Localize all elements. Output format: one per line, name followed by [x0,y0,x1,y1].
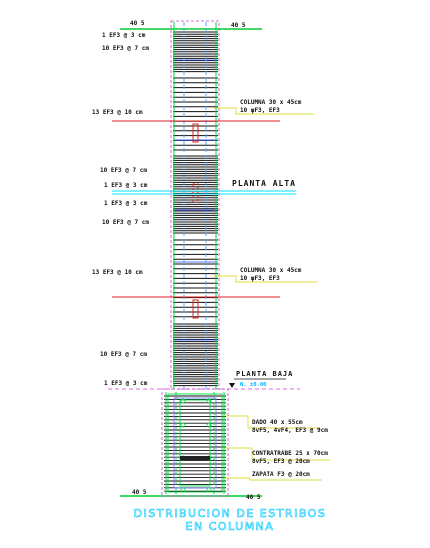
level-triangle [229,383,235,388]
column-upper-label-2: 10 φF3, EF3 [240,107,280,114]
stirrup-label-8: 13 EF3 @ 10 cm [92,269,143,276]
stirrup-label-10: 1 EF3 @ 3 cm [104,380,148,387]
column-lower-label-1: COLUMNA 30 x 45cm [240,267,302,274]
level-mark-label: N. ±0.00 [240,382,267,388]
leader-lines [214,107,330,481]
top-dim-left: 40 5 [130,20,145,27]
column-upper-label-1: COLUMNA 30 x 45cm [240,99,302,106]
zapata-label: ZAPATA F3 @ 20cm [252,471,310,478]
planta-alta-label: PLANTA ALTA [232,179,296,188]
dado-label-2: 8vF5, 4vF4, EF3 @ 9cm [252,427,328,434]
planta-baja-label: PLANTA BAJA [236,370,293,378]
stirrup-label-6: 1 EF3 @ 3 cm [104,200,148,207]
drawing-title-line-1: DISTRIBUCION DE ESTRIBOS [134,507,327,520]
contratrabe-label-2: 8vF5, EF3 @ 20cm [252,458,310,465]
dado-label-1: DADO 40 x 55cm [252,419,303,426]
bottom-dim-left: 40 5 [132,489,147,496]
stirrup-label-4: 10 EF3 @ 7 cm [100,167,147,174]
drawing-title-line-2: EN COLUMNA [186,520,275,533]
longitudinal-bars [165,22,225,494]
beam-marks [112,120,280,319]
stirrup-label-5: 1 EF3 @ 3 cm [104,182,148,189]
stirrup-label-1: 1 EF3 @ 3 cm [102,32,146,39]
stirrup-group [164,31,226,492]
pedestal-bars [167,393,223,493]
top-dim-right: 40 5 [231,22,246,29]
stirrup-label-7: 10 EF3 @ 7 cm [102,219,149,226]
stirrup-label-2: 10 EF3 @ 7 cm [102,45,149,52]
pedestal-outline [161,388,229,497]
stirrup-label-9: 10 EF3 @ 7 cm [100,351,147,358]
bottom-dim-right: 40 5 [246,494,261,501]
planta-alta-line [112,190,296,195]
contratrabe-band [180,456,210,460]
contratrabe-label-1: CONTRATRABE 25 x 70cm [252,450,328,457]
column-lower-label-2: 10 φF3, EF3 [240,275,280,282]
column-outline [170,20,220,390]
stirrup-label-3: 13 EF3 @ 10 cm [92,109,143,116]
